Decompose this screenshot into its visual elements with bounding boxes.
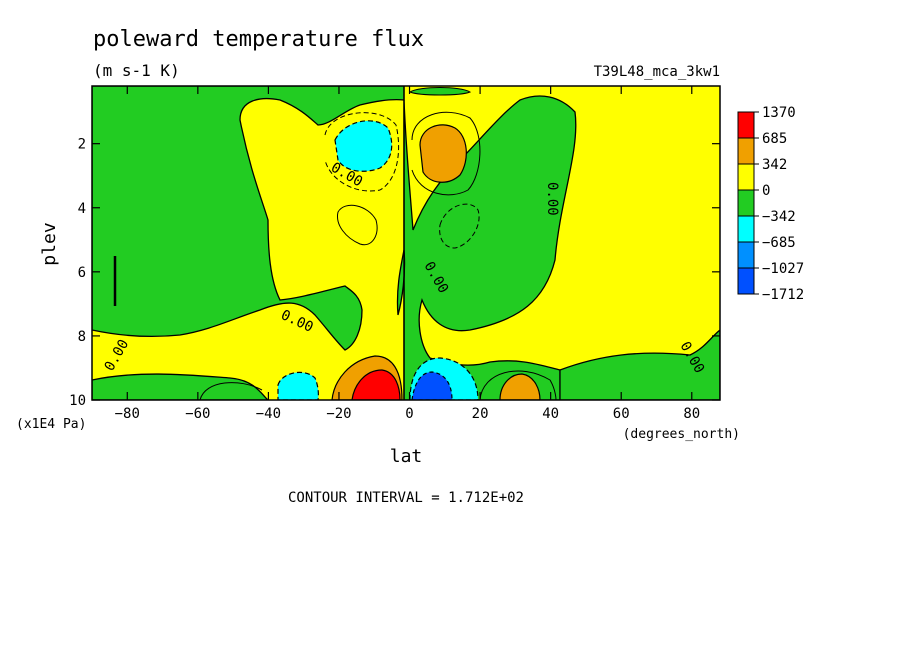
contour-line-nh-lower [479, 370, 557, 400]
x-axis-units: (degrees_north) [623, 427, 740, 442]
y-axis-title: plev [39, 222, 60, 265]
contour-plot [92, 86, 720, 400]
field-positive-orange-nh-upper [419, 124, 467, 183]
chart-subtitle: (m s-1 K) [93, 61, 180, 80]
contour-line-sh [324, 112, 400, 192]
legend-label: 342 [762, 157, 787, 173]
x-axis-title: lat [390, 446, 423, 467]
contour-line-sh-lower [199, 382, 263, 400]
contour-line-nh-upper [411, 111, 481, 196]
x-tick-label: −80 [115, 406, 140, 422]
y-tick-label: 4 [78, 201, 86, 217]
field-positive-orange-nh-lower [499, 373, 541, 400]
legend-label: 685 [762, 131, 787, 147]
y-tick-label: 2 [78, 137, 86, 153]
legend-label: −685 [762, 235, 796, 251]
contour-interval: CONTOUR INTERVAL = 1.712E+02 [288, 490, 524, 506]
legend-swatch [737, 111, 755, 139]
legend-swatch [737, 137, 755, 165]
field-negative-nh-edge [559, 329, 720, 400]
chart-title: poleward temperature flux [93, 27, 424, 52]
plot-frame [91, 85, 721, 401]
contour-line-nh-mid [439, 203, 480, 249]
legend-swatch [737, 267, 755, 295]
legend-swatch [737, 163, 755, 191]
field-negative-cyan-sh-lower [277, 371, 319, 400]
legend-label: 1370 [762, 105, 796, 121]
field-negative-sh-lower [92, 373, 270, 400]
field-negative-blue-nh-lower [411, 371, 453, 400]
x-tick-label: 80 [683, 406, 700, 422]
y-axis: 2 4 6 8 10 [69, 137, 720, 409]
field-negative-cyan-sh-upper [334, 120, 393, 172]
y-tick-label: 10 [69, 393, 86, 409]
y-tick-label: 8 [78, 329, 86, 345]
y-axis-units: (x1E4 Pa) [16, 417, 86, 432]
legend-label: −342 [762, 209, 796, 225]
legend-label: −1027 [762, 261, 804, 277]
x-tick-label: 20 [472, 406, 489, 422]
x-tick-label: −20 [326, 406, 351, 422]
legend-label: −1712 [762, 287, 804, 303]
legend-swatch [737, 189, 755, 217]
x-tick-label: −40 [256, 406, 281, 422]
x-tick-label: 60 [613, 406, 630, 422]
y-tick-label: 6 [78, 265, 86, 281]
legend-label: 0 [762, 183, 770, 199]
contour-label-2: 0.00 [544, 182, 560, 216]
contour-line-sh-mid [337, 204, 378, 246]
legend: 1370 685 342 0 −342 −685 −1027 −1712 [737, 105, 804, 303]
contour-line-top-ellipse [408, 87, 472, 96]
legend-swatch [737, 241, 755, 269]
x-axis: −80 −60 −40 −20 0 20 40 60 80 [115, 86, 700, 422]
run-label: T39L48_mca_3kw1 [594, 64, 720, 80]
x-tick-label: −60 [185, 406, 210, 422]
legend-swatch [737, 215, 755, 243]
field-positive-red-sh-lower [351, 369, 401, 400]
field-negative-sh [92, 86, 405, 351]
x-tick-label: 0 [405, 406, 413, 422]
x-tick-label: 40 [542, 406, 559, 422]
